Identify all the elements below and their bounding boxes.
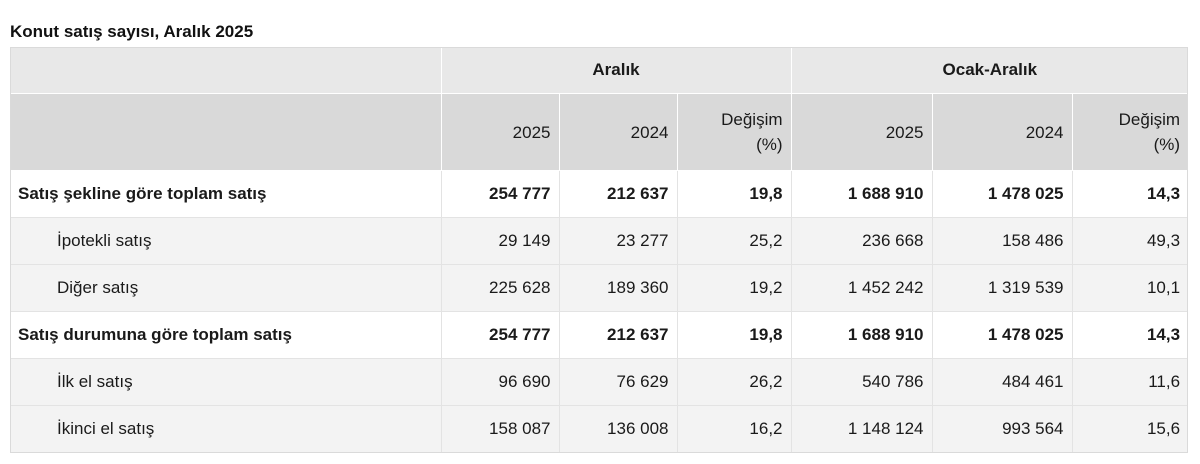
table-row: İkinci el satış 158 087 136 008 16,2 1 1… bbox=[10, 405, 1189, 453]
column-header-ocak-aralik-change: Değişim (%) bbox=[1072, 93, 1189, 171]
value-aralik-2025: 254 777 bbox=[441, 170, 560, 218]
value-ocak-aralik-change: 14,3 bbox=[1072, 170, 1189, 218]
change-label: Değişim bbox=[1118, 110, 1181, 129]
value-aralik-change: 16,2 bbox=[677, 405, 792, 453]
value-ocak-aralik-change: 10,1 bbox=[1072, 264, 1189, 312]
change-unit: (%) bbox=[756, 135, 783, 154]
value-ocak-aralik-2024: 1 478 025 bbox=[932, 311, 1073, 359]
value-aralik-change: 25,2 bbox=[677, 217, 792, 265]
value-aralik-2025: 96 690 bbox=[441, 358, 560, 406]
value-aralik-2024: 76 629 bbox=[559, 358, 678, 406]
row-label: İlk el satış bbox=[10, 358, 442, 406]
table-row: Diğer satış 225 628 189 360 19,2 1 452 2… bbox=[10, 264, 1189, 312]
value-ocak-aralik-2025: 1 688 910 bbox=[791, 170, 933, 218]
value-aralik-change: 19,8 bbox=[677, 311, 792, 359]
value-ocak-aralik-2025: 1 688 910 bbox=[791, 311, 933, 359]
group-header-aralik: Aralık bbox=[441, 47, 792, 94]
value-aralik-2025: 254 777 bbox=[441, 311, 560, 359]
column-header-aralik-2025: 2025 bbox=[441, 93, 560, 171]
value-aralik-2025: 29 149 bbox=[441, 217, 560, 265]
value-ocak-aralik-change: 11,6 bbox=[1072, 358, 1189, 406]
value-aralik-change: 19,8 bbox=[677, 170, 792, 218]
column-header-ocak-aralik-2024: 2024 bbox=[932, 93, 1073, 171]
value-aralik-2025: 158 087 bbox=[441, 405, 560, 453]
value-aralik-change: 26,2 bbox=[677, 358, 792, 406]
housing-sales-table: Aralık Ocak-Aralık 2025 2024 Değişim (%) … bbox=[10, 47, 1189, 453]
change-label: Değişim bbox=[721, 110, 783, 129]
row-label: Satış durumuna göre toplam satış bbox=[10, 311, 442, 359]
value-ocak-aralik-change: 14,3 bbox=[1072, 311, 1189, 359]
value-ocak-aralik-2024: 1 319 539 bbox=[932, 264, 1073, 312]
value-ocak-aralik-2025: 540 786 bbox=[791, 358, 933, 406]
value-aralik-2024: 136 008 bbox=[559, 405, 678, 453]
column-header-aralik-change: Değişim (%) bbox=[677, 93, 792, 171]
value-aralik-change: 19,2 bbox=[677, 264, 792, 312]
row-label: Diğer satış bbox=[10, 264, 442, 312]
column-header-blank-cell bbox=[10, 93, 442, 171]
header-blank-cell bbox=[10, 47, 442, 94]
value-ocak-aralik-change: 49,3 bbox=[1072, 217, 1189, 265]
value-ocak-aralik-change: 15,6 bbox=[1072, 405, 1189, 453]
column-header-row: 2025 2024 Değişim (%) 2025 2024 Değişim (%… bbox=[10, 93, 1189, 171]
value-ocak-aralik-2025: 1 452 242 bbox=[791, 264, 933, 312]
row-label: Satış şekline göre toplam satış bbox=[10, 170, 442, 218]
row-label: İkinci el satış bbox=[10, 405, 442, 453]
table-row: Satış şekline göre toplam satış 254 777 … bbox=[10, 170, 1189, 218]
value-ocak-aralik-2024: 158 486 bbox=[932, 217, 1073, 265]
value-ocak-aralik-2024: 1 478 025 bbox=[932, 170, 1073, 218]
value-ocak-aralik-2025: 236 668 bbox=[791, 217, 933, 265]
value-aralik-2024: 23 277 bbox=[559, 217, 678, 265]
table-row: Satış durumuna göre toplam satış 254 777… bbox=[10, 311, 1189, 359]
value-aralik-2024: 212 637 bbox=[559, 170, 678, 218]
table-title: Konut satış sayısı, Aralık 2025 bbox=[10, 22, 254, 41]
table-row: İpotekli satış 29 149 23 277 25,2 236 66… bbox=[10, 217, 1189, 265]
column-header-aralik-2024: 2024 bbox=[559, 93, 678, 171]
table-row: İlk el satış 96 690 76 629 26,2 540 786 … bbox=[10, 358, 1189, 406]
column-header-ocak-aralik-2025: 2025 bbox=[791, 93, 933, 171]
value-aralik-2025: 225 628 bbox=[441, 264, 560, 312]
row-label: İpotekli satış bbox=[10, 217, 442, 265]
value-ocak-aralik-2024: 484 461 bbox=[932, 358, 1073, 406]
change-unit: (%) bbox=[1153, 135, 1181, 154]
group-header-row: Aralık Ocak-Aralık bbox=[10, 47, 1189, 94]
group-header-ocak-aralik: Ocak-Aralık bbox=[791, 47, 1189, 94]
value-ocak-aralik-2025: 1 148 124 bbox=[791, 405, 933, 453]
value-aralik-2024: 212 637 bbox=[559, 311, 678, 359]
value-ocak-aralik-2024: 993 564 bbox=[932, 405, 1073, 453]
value-aralik-2024: 189 360 bbox=[559, 264, 678, 312]
